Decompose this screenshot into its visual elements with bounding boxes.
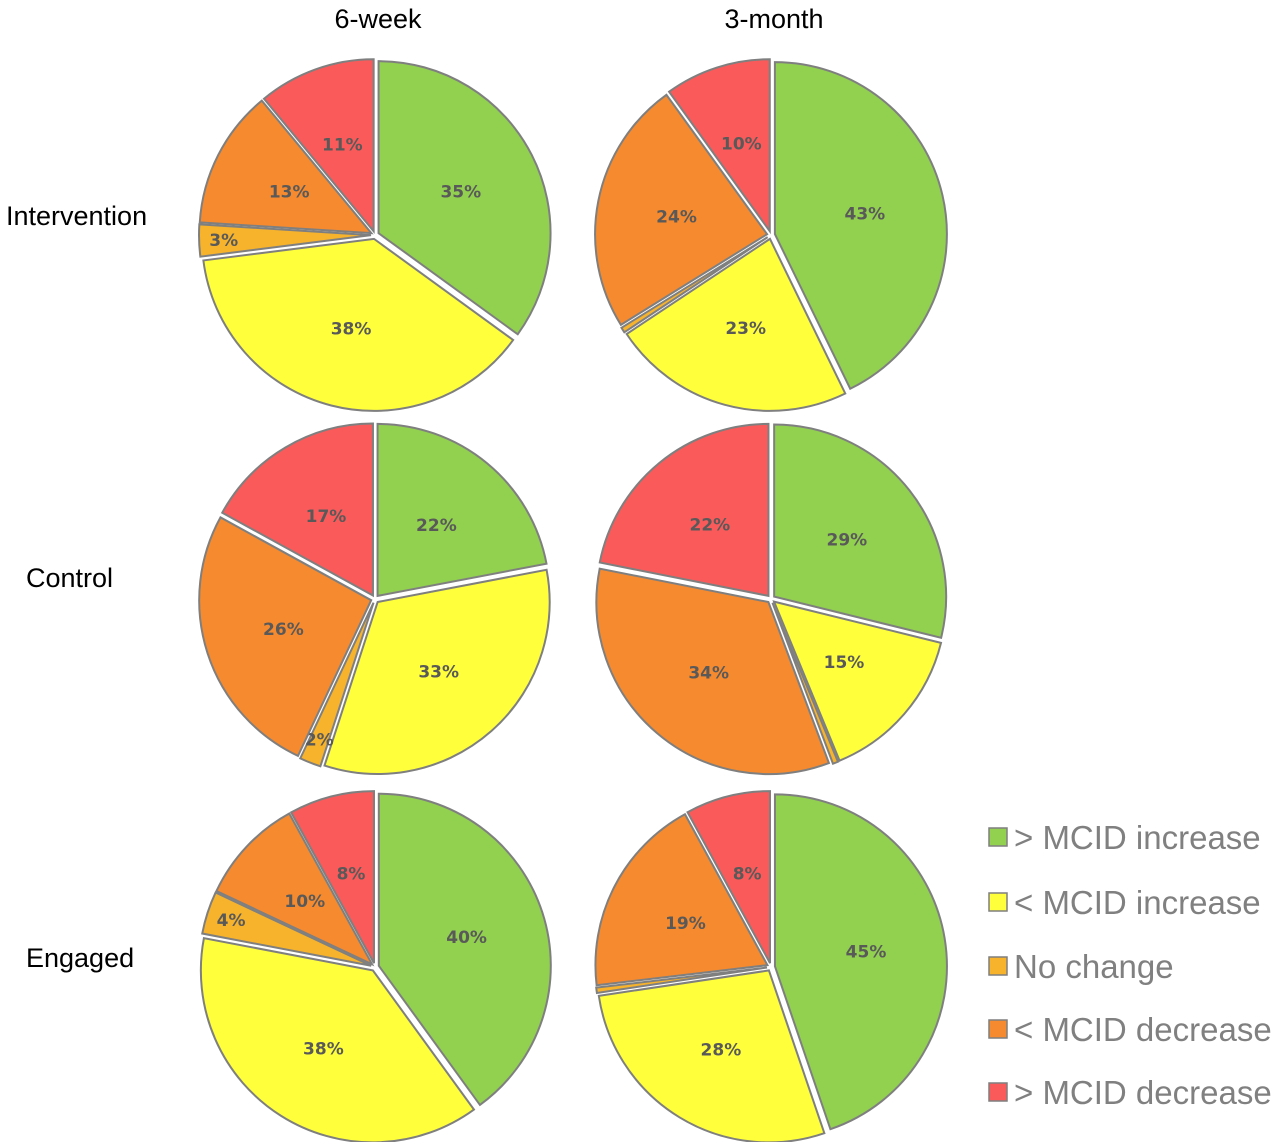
pie-data-label: 8% xyxy=(337,865,366,885)
pie-data-label: 22% xyxy=(690,516,731,536)
pie-slice-gt-mcid-decrease xyxy=(262,58,375,235)
pie-slice-gt-mcid-decrease xyxy=(289,790,376,964)
pie-data-label: 2% xyxy=(305,731,334,751)
pie-slice-lt-mcid-decrease xyxy=(215,812,375,967)
pie-slice-gt-mcid-decrease xyxy=(598,422,770,598)
pie-slice-lt-mcid-increase xyxy=(625,237,847,412)
pie-slice-lt-mcid-increase xyxy=(772,600,943,762)
pie-data-label: 43% xyxy=(845,204,886,224)
pie-slice-lt-mcid-increase xyxy=(202,237,515,412)
legend-label-lt-mcid-decrease: < MCID decrease xyxy=(1014,1011,1272,1048)
legend-item-no-change: No change xyxy=(988,948,1174,985)
legend-swatch-gt-mcid-decrease xyxy=(988,1082,1008,1102)
pie-control-3-month: 29% 15% 34% 22% xyxy=(595,422,948,776)
legend-item-lt-mcid-increase: < MCID increase xyxy=(988,884,1261,921)
pie-data-label: 10% xyxy=(721,134,762,154)
pie-data-label: 26% xyxy=(263,620,304,640)
pie-data-label: 4% xyxy=(217,911,246,931)
pie-data-label: 35% xyxy=(440,182,481,202)
pie-slice-lt-mcid-decrease xyxy=(594,812,770,987)
pie-slice-lt-mcid-increase xyxy=(323,568,551,775)
pie-charts: 35% 38% 3% 13% 11% 43% 23% 24% 10% 22% 33% 2% 26% 17%… xyxy=(198,58,948,1142)
pie-data-label: 24% xyxy=(656,207,697,227)
pie-data-label: 11% xyxy=(322,135,363,155)
legend-label-lt-mcid-increase: < MCID increase xyxy=(1014,884,1261,921)
pie-slice-no-change xyxy=(201,891,372,967)
pie-slice-no-change xyxy=(198,223,372,258)
pie-slice-lt-mcid-decrease xyxy=(198,516,373,758)
legend: > MCID increase < MCID increase No chang… xyxy=(988,819,1272,1111)
pie-data-label: 8% xyxy=(733,865,762,885)
pie-data-label: 19% xyxy=(665,914,706,934)
legend-label-no-change: No change xyxy=(1014,948,1174,985)
pie-data-label: 34% xyxy=(688,663,729,683)
pie-slice-no-change xyxy=(298,602,375,768)
pie-data-label: 28% xyxy=(701,1040,742,1060)
pie-data-label: 3% xyxy=(209,231,238,251)
pie-data-label: 40% xyxy=(446,928,487,948)
pie-slice-gt-mcid-increase xyxy=(773,61,948,391)
legend-swatch-lt-mcid-increase xyxy=(988,892,1008,912)
row-label-engaged: Engaged xyxy=(26,943,134,973)
pie-data-label: 38% xyxy=(331,319,372,339)
pie-engaged-6-week: 40% 38% 4% 10% 8% xyxy=(199,790,552,1142)
legend-label-gt-mcid-increase: > MCID increase xyxy=(1014,819,1261,856)
pie-slice-gt-mcid-increase xyxy=(773,423,948,640)
legend-label-gt-mcid-decrease: > MCID decrease xyxy=(1014,1074,1272,1111)
column-title-3-month: 3-month xyxy=(724,4,823,34)
pie-slice-lt-mcid-decrease xyxy=(595,567,831,776)
pie-data-label: 23% xyxy=(725,319,766,339)
pie-slice-no-change xyxy=(620,236,769,334)
pie-slice-no-change xyxy=(595,966,768,995)
pie-intervention-6-week: 35% 38% 3% 13% 11% xyxy=(198,58,552,412)
pie-slice-gt-mcid-increase xyxy=(377,60,552,336)
pie-data-label: 33% xyxy=(418,662,459,682)
pie-slice-gt-mcid-decrease xyxy=(686,790,772,964)
pie-engaged-3-month: 45% 28% 19% 8% xyxy=(594,790,948,1142)
pie-control-6-week: 22% 33% 2% 26% 17% xyxy=(198,422,551,775)
pie-data-label: 29% xyxy=(826,531,867,551)
pie-slice-lt-mcid-increase xyxy=(199,936,476,1142)
legend-item-gt-mcid-increase: > MCID increase xyxy=(988,819,1261,856)
pie-data-label: 10% xyxy=(284,892,325,912)
row-label-intervention: Intervention xyxy=(6,201,147,231)
pie-slice-no-change xyxy=(771,602,840,766)
legend-item-lt-mcid-decrease: < MCID decrease xyxy=(988,1011,1272,1048)
pie-slice-gt-mcid-decrease xyxy=(220,422,374,598)
pie-data-label: 13% xyxy=(269,182,310,202)
column-title-6-week: 6-week xyxy=(334,4,422,34)
legend-swatch-no-change xyxy=(988,956,1008,976)
pie-data-label: 17% xyxy=(306,507,347,527)
pie-slice-gt-mcid-increase xyxy=(377,792,552,1107)
row-label-control: Control xyxy=(26,563,113,593)
pie-slice-lt-mcid-increase xyxy=(597,969,826,1142)
legend-swatch-gt-mcid-increase xyxy=(988,827,1008,847)
pie-data-label: 45% xyxy=(846,942,887,962)
legend-item-gt-mcid-decrease: > MCID decrease xyxy=(988,1074,1272,1111)
pie-slice-gt-mcid-increase xyxy=(773,793,948,1131)
pie-data-label: 15% xyxy=(824,653,865,673)
legend-swatch-lt-mcid-decrease xyxy=(988,1019,1008,1039)
pie-slice-gt-mcid-increase xyxy=(376,422,548,598)
pie-slice-gt-mcid-decrease xyxy=(667,58,771,235)
pie-intervention-3-month: 43% 23% 24% 10% xyxy=(594,58,948,412)
pie-slice-lt-mcid-decrease xyxy=(594,93,769,327)
pie-slice-lt-mcid-decrease xyxy=(198,99,374,235)
pie-data-label: 38% xyxy=(303,1039,344,1059)
pie-data-label: 22% xyxy=(416,516,457,536)
